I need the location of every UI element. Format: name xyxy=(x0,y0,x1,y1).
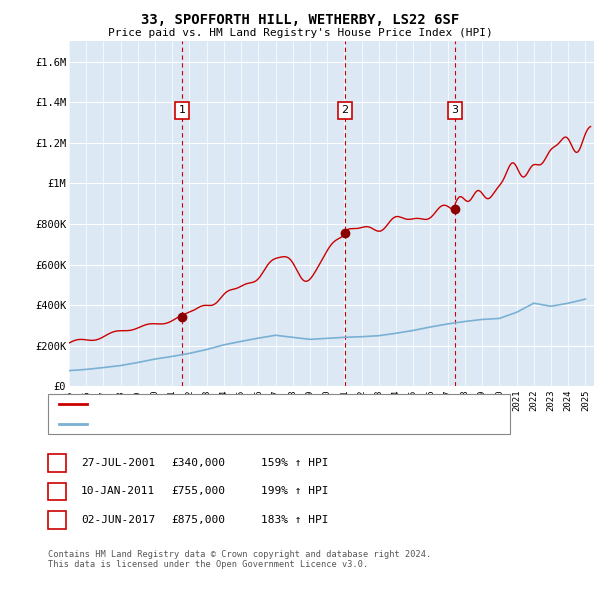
Text: £755,000: £755,000 xyxy=(171,487,225,496)
Text: 1: 1 xyxy=(53,458,61,468)
Text: 10-JAN-2011: 10-JAN-2011 xyxy=(81,487,155,496)
Text: 183% ↑ HPI: 183% ↑ HPI xyxy=(261,515,329,525)
Text: 2: 2 xyxy=(341,106,349,115)
Text: 1: 1 xyxy=(179,106,185,115)
Text: 02-JUN-2017: 02-JUN-2017 xyxy=(81,515,155,525)
Text: 199% ↑ HPI: 199% ↑ HPI xyxy=(261,487,329,496)
Text: £340,000: £340,000 xyxy=(171,458,225,468)
Text: 2: 2 xyxy=(53,487,61,496)
Text: 33, SPOFFORTH HILL, WETHERBY, LS22 6SF (detached house): 33, SPOFFORTH HILL, WETHERBY, LS22 6SF (… xyxy=(94,399,418,409)
Text: Price paid vs. HM Land Registry's House Price Index (HPI): Price paid vs. HM Land Registry's House … xyxy=(107,28,493,38)
Text: Contains HM Land Registry data © Crown copyright and database right 2024.
This d: Contains HM Land Registry data © Crown c… xyxy=(48,550,431,569)
Text: 33, SPOFFORTH HILL, WETHERBY, LS22 6SF: 33, SPOFFORTH HILL, WETHERBY, LS22 6SF xyxy=(141,13,459,27)
Text: HPI: Average price, detached house, Leeds: HPI: Average price, detached house, Leed… xyxy=(94,419,335,428)
Text: 3: 3 xyxy=(53,515,61,525)
Text: 159% ↑ HPI: 159% ↑ HPI xyxy=(261,458,329,468)
Text: 27-JUL-2001: 27-JUL-2001 xyxy=(81,458,155,468)
Text: £875,000: £875,000 xyxy=(171,515,225,525)
Text: 3: 3 xyxy=(451,106,458,115)
